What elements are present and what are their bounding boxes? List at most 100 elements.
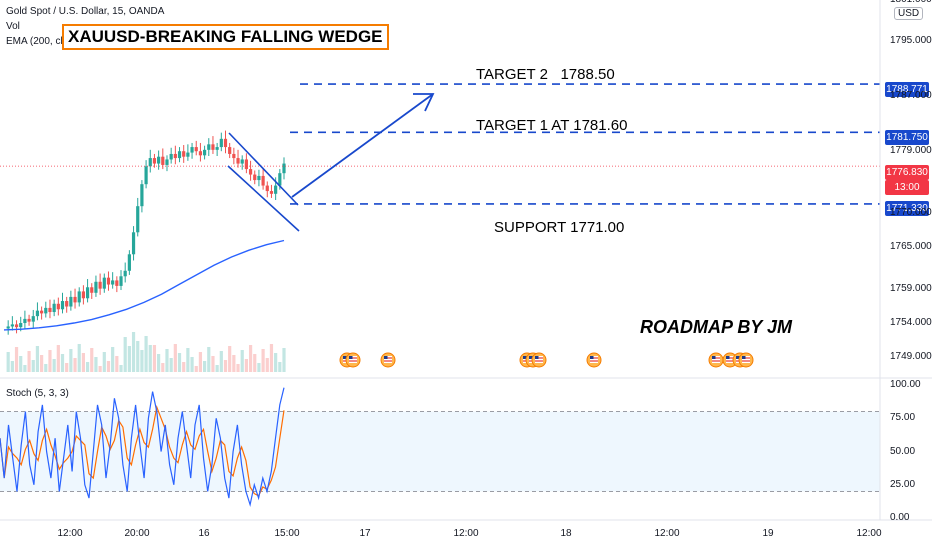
- volume-bar: [274, 353, 278, 372]
- volume-bar: [278, 362, 282, 372]
- candle-body: [111, 280, 115, 285]
- flag-us-icon: [349, 356, 353, 359]
- volume-bar: [157, 354, 161, 372]
- candle-body: [94, 281, 98, 293]
- price-tick-label: 1765.000: [890, 241, 932, 253]
- candle-body: [261, 175, 265, 186]
- price-tick-label: 1795.000: [890, 35, 932, 47]
- flag-us-icon: [384, 356, 388, 359]
- candle-body: [123, 270, 127, 277]
- target2-label[interactable]: TARGET 2 1788.50: [476, 66, 615, 83]
- volume-bar: [136, 341, 140, 372]
- flag-us-icon: [380, 352, 396, 368]
- candle-body: [148, 158, 152, 167]
- candle-body: [119, 276, 123, 286]
- vol-legend[interactable]: Vol: [6, 21, 20, 32]
- price-tick-label: 1759.000: [890, 282, 932, 294]
- candle-body: [152, 158, 157, 164]
- support-label[interactable]: SUPPORT 1771.00: [494, 219, 625, 236]
- volume-bar: [240, 350, 244, 372]
- symbol-legend[interactable]: Gold Spot / U.S. Dollar, 15, OANDA: [6, 6, 165, 17]
- volume-bar: [261, 349, 265, 372]
- volume-bar: [98, 366, 102, 372]
- flag-us-icon: [726, 356, 734, 363]
- candle-body: [240, 159, 244, 164]
- volume-bar: [10, 361, 14, 372]
- candle-body: [194, 147, 198, 152]
- candle-body: [65, 301, 69, 307]
- target2-price-tag: 1788.771: [885, 82, 929, 97]
- candle-body: [85, 287, 90, 299]
- volume-bar: [102, 352, 106, 372]
- volume-bar: [119, 365, 123, 372]
- candle-body: [207, 144, 211, 150]
- time-tick-label: 12:00: [654, 528, 680, 539]
- flag-us-icon: [742, 356, 746, 359]
- wedge-lower-line: [227, 165, 300, 232]
- candle-body: [198, 151, 203, 156]
- candle-body: [27, 318, 31, 322]
- candle-body: [73, 296, 77, 303]
- candle-body: [190, 147, 194, 153]
- currency-button[interactable]: USD: [894, 7, 924, 20]
- candle-body: [102, 277, 106, 289]
- candle-body: [48, 307, 52, 313]
- event-markers: [339, 352, 754, 368]
- candle-body: [69, 296, 73, 307]
- support-price-tag: 1771.330: [885, 201, 929, 216]
- volume-bar: [40, 355, 44, 372]
- candle-body: [6, 326, 10, 329]
- candle-body: [144, 166, 148, 185]
- volume-bar: [207, 347, 211, 372]
- volume-bar: [131, 332, 136, 372]
- candle-body: [14, 324, 19, 328]
- volume-bar: [198, 352, 203, 372]
- target1-label[interactable]: TARGET 1 AT 1781.60: [476, 117, 628, 134]
- flag-us-icon: [708, 352, 724, 368]
- volume-bar: [215, 365, 219, 372]
- candle-body: [127, 254, 131, 271]
- candle-body: [56, 303, 60, 310]
- candle-body: [169, 153, 173, 160]
- current-price-tag: 1776.830: [885, 165, 929, 180]
- candle-body: [136, 206, 140, 233]
- candle-body: [269, 191, 274, 194]
- flag-us-icon: [742, 356, 750, 363]
- candle-body: [282, 163, 286, 174]
- candle-body: [219, 138, 223, 148]
- ema-legend[interactable]: EMA (200, close, 0): [6, 36, 94, 47]
- candle-body: [211, 144, 215, 150]
- candle-body: [165, 159, 169, 165]
- candle-body: [81, 291, 86, 299]
- chart-title-annotation[interactable]: XAUUSD-BREAKING FALLING WEDGE: [62, 24, 389, 50]
- volume-bar: [190, 357, 194, 372]
- volume-bar: [223, 360, 228, 372]
- volume-bar: [69, 349, 73, 372]
- candle-body: [106, 277, 111, 285]
- volume-bar: [232, 355, 236, 372]
- candle-body: [115, 280, 119, 286]
- flag-us-icon: [590, 356, 594, 359]
- candle-body: [19, 323, 23, 328]
- flag-us-icon: [586, 352, 602, 368]
- stoch-legend[interactable]: Stoch (5, 3, 3): [6, 388, 69, 399]
- signature-label[interactable]: ROADMAP BY JM: [640, 317, 793, 337]
- candle-body: [232, 153, 236, 159]
- volume-bar: [186, 348, 190, 372]
- flag-us-icon: [590, 356, 598, 363]
- volume-bar: [182, 362, 186, 372]
- volume-bar: [282, 348, 286, 372]
- volume-bar: [257, 363, 261, 372]
- candle-body: [236, 158, 240, 164]
- candle-body: [215, 147, 219, 150]
- volume-bar: [202, 361, 207, 372]
- volume-bars: [6, 332, 286, 372]
- price-tick-label: 1779.000: [890, 145, 932, 157]
- candle-body: [177, 151, 182, 159]
- volume-bar: [52, 359, 56, 372]
- time-tick-label: 12:00: [453, 528, 479, 539]
- candle-body: [161, 156, 165, 165]
- candle-body: [257, 175, 261, 181]
- volume-bar: [269, 344, 274, 372]
